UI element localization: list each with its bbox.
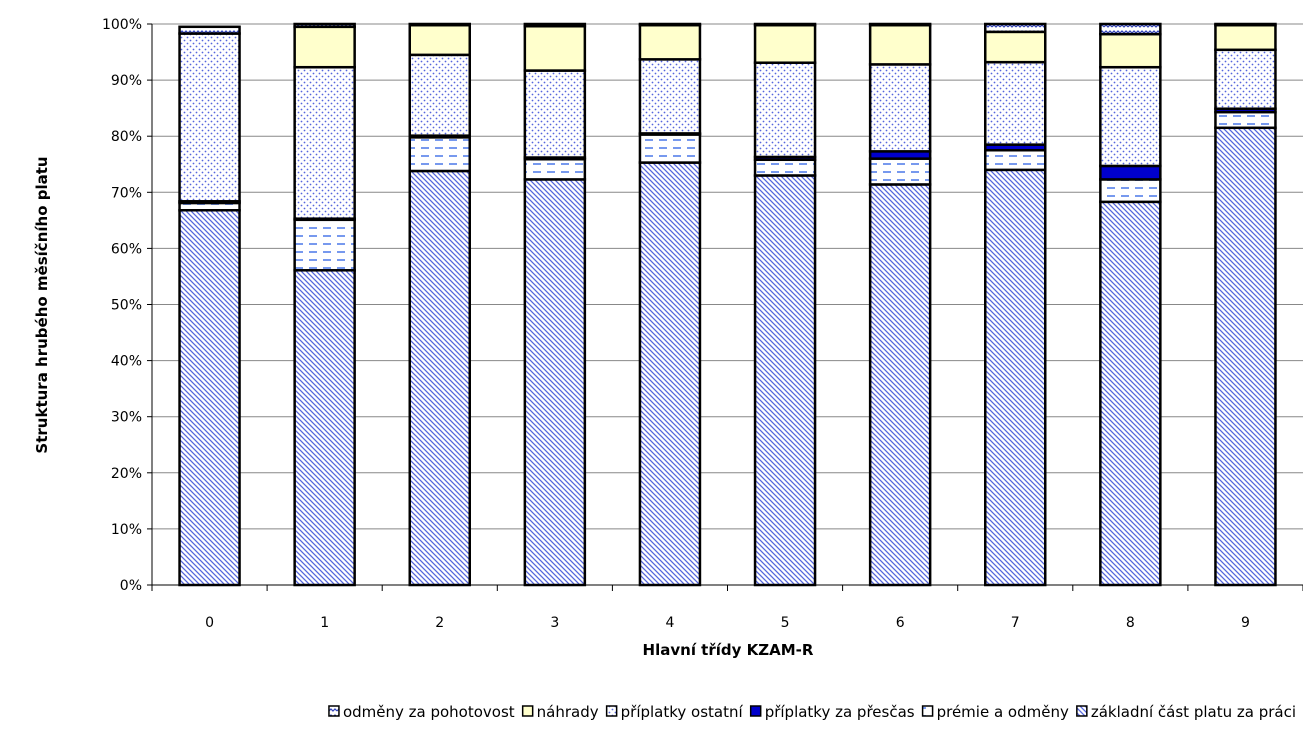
y-tick-label: 70% xyxy=(111,185,142,201)
bar-segment xyxy=(523,157,587,181)
y-tick-label: 20% xyxy=(111,466,142,482)
x-tick-label: 5 xyxy=(781,615,790,631)
legend-swatch xyxy=(328,705,340,717)
legend-item: odměny za pohotovost xyxy=(328,703,515,721)
y-tick-label: 50% xyxy=(111,298,142,314)
bar-segment xyxy=(638,58,702,135)
y-tick-label: 30% xyxy=(111,410,142,426)
bar-segment xyxy=(984,22,1047,34)
bar-segment xyxy=(1214,48,1277,110)
bar-segment xyxy=(408,22,471,27)
legend-swatch xyxy=(749,705,762,717)
legend-label: prémie a odměny xyxy=(937,703,1069,721)
x-tick-label: 8 xyxy=(1126,615,1135,631)
x-tick-label: 4 xyxy=(665,615,674,631)
bar-segment xyxy=(1214,110,1277,130)
bars xyxy=(178,22,1277,587)
bar-segment xyxy=(1214,126,1277,587)
y-tick-label: 90% xyxy=(111,73,142,89)
bar-segment xyxy=(753,23,817,64)
bar-segment xyxy=(1099,200,1162,587)
bar-segment xyxy=(753,174,817,587)
y-axis-title: Struktura hrubého měsíčního platu xyxy=(33,156,51,453)
bar-segment xyxy=(984,168,1047,587)
legend-swatch xyxy=(1076,705,1088,717)
bar-segment xyxy=(1214,22,1277,27)
y-tick-label: 10% xyxy=(111,522,142,538)
x-tick-label: 7 xyxy=(1011,615,1020,631)
x-tick-label: 0 xyxy=(205,615,214,631)
bar-segment xyxy=(984,30,1047,64)
bar-segment xyxy=(868,157,932,186)
bar-segment xyxy=(868,183,932,587)
bar-segment xyxy=(1099,178,1162,204)
y-tick-label: 80% xyxy=(111,129,142,145)
legend-item: prémie a odměny xyxy=(921,703,1069,721)
x-axis-title: Hlavní třídy KZAM-R xyxy=(643,641,814,659)
y-tick-label: 0% xyxy=(120,578,142,594)
legend-label: náhrady xyxy=(537,703,599,721)
bar-segment xyxy=(638,133,702,164)
bar-segment xyxy=(178,209,241,587)
x-tick-labels: 0 1 2 3 4 5 6 7 8 9 xyxy=(205,615,1250,631)
legend-swatch xyxy=(521,705,534,717)
y-tick-label: 60% xyxy=(111,241,142,257)
bar-segment xyxy=(1099,65,1162,168)
x-tick-label: 2 xyxy=(435,615,444,631)
bar-segment xyxy=(293,65,356,220)
y-tick-label: 40% xyxy=(111,354,142,370)
bar-segment xyxy=(638,22,702,27)
bar-segment xyxy=(1099,164,1162,181)
axes xyxy=(151,24,1303,591)
y-tick-label: 100% xyxy=(102,17,142,33)
bar-segment xyxy=(1214,23,1277,52)
bar-segment xyxy=(293,218,356,272)
bar-segment xyxy=(1099,32,1162,69)
bar-segment xyxy=(408,169,471,587)
bar-segment xyxy=(753,158,817,177)
legend-item: náhrady xyxy=(521,703,599,721)
legend-item: příplatky za přesčas xyxy=(749,703,915,721)
bar-segment xyxy=(408,23,471,57)
bar-segment xyxy=(984,60,1047,146)
bar-segment xyxy=(984,148,1047,172)
bar-segment xyxy=(178,32,241,203)
bar-segment xyxy=(523,22,587,28)
legend-label: základní část platu za práci xyxy=(1091,703,1296,721)
bar-segment xyxy=(293,25,356,69)
x-tick-label: 6 xyxy=(896,615,905,631)
bar-segment xyxy=(868,63,932,153)
bar-segment xyxy=(523,69,587,159)
bar-segment xyxy=(1099,22,1162,36)
legend-swatch xyxy=(605,705,618,717)
bar-segment xyxy=(523,178,587,587)
legend-label: příplatky za přesčas xyxy=(765,703,915,721)
y-tick-labels: 0% 10% 20% 30% 40% 50% 60% 70% 80% 90% 100% xyxy=(102,17,142,594)
x-tick-label: 1 xyxy=(320,615,329,631)
bar-segment xyxy=(753,61,817,159)
bar-segment xyxy=(638,23,702,61)
legend-label: příplatky ostatní xyxy=(621,703,744,721)
legend: odměny za pohotovost náhrady příplatky ost… xyxy=(328,703,1296,721)
bar-segment xyxy=(523,24,587,72)
bar-segment xyxy=(753,22,817,27)
legend-item: příplatky ostatní xyxy=(605,703,744,721)
legend-item: základní část platu za práci xyxy=(1076,703,1296,721)
bar-segment xyxy=(293,269,356,587)
bar-segment xyxy=(638,161,702,587)
bar-segment xyxy=(868,23,932,66)
bar-segment xyxy=(868,22,932,27)
bar-segment xyxy=(408,53,471,137)
bar-segment xyxy=(408,136,471,173)
bar-segment xyxy=(293,22,356,29)
x-tick-label: 3 xyxy=(550,615,559,631)
legend-label: odměny za pohotovost xyxy=(343,703,515,721)
legend-swatch xyxy=(921,705,934,717)
bar-segment xyxy=(178,25,241,35)
x-tick-label: 9 xyxy=(1241,615,1250,631)
